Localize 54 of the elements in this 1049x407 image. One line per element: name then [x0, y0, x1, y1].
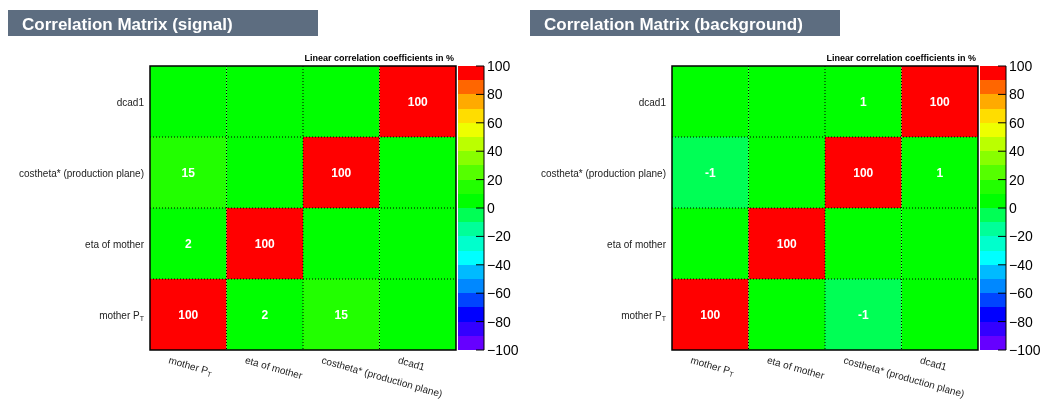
color-bar-label: −60 — [487, 285, 511, 302]
color-bar-label: −40 — [487, 256, 511, 273]
color-bar-label: −40 — [1009, 256, 1033, 273]
color-bar-label: 0 — [1009, 200, 1017, 216]
color-bar-label: 100 — [1009, 58, 1033, 74]
color-bar-label: 40 — [1009, 143, 1025, 160]
data-label: 1 — [936, 165, 944, 180]
y-tick-label: dcad1 — [638, 96, 667, 108]
data-label: 15 — [334, 307, 349, 322]
color-bar-label: 80 — [487, 86, 503, 103]
color-bar-label: 60 — [1009, 114, 1025, 131]
y-tick-label: eta of mother — [85, 238, 145, 250]
y-tick-label: mother P$_{T}$ — [621, 309, 667, 322]
y-tick-label: costheta* (production plane) — [540, 167, 666, 179]
color-bar-label: −100 — [487, 342, 519, 358]
x-tick-label: eta of mother — [243, 354, 305, 382]
chart-title: Correlation Matrix (signal) — [22, 15, 233, 34]
color-bar-label: 40 — [487, 143, 503, 160]
y-tick-label: eta of mother — [607, 238, 667, 250]
y-tick-label: mother P$_{T}$ — [99, 309, 145, 322]
chart-subtitle: Linear correlation coefficients in % — [304, 53, 454, 63]
x-tick-label: eta of mother — [765, 354, 827, 382]
color-bar-label: −20 — [1009, 228, 1033, 245]
y-tick-label: dcad1 — [116, 96, 145, 108]
data-label: 100 — [700, 307, 721, 322]
color-bar-label: 60 — [487, 114, 503, 131]
data-label: 2 — [261, 307, 269, 322]
chart-subtitle: Linear correlation coefficients in % — [826, 53, 976, 63]
color-bar-label: 0 — [487, 200, 495, 216]
data-label: 15 — [181, 165, 196, 180]
color-bar-label: −80 — [487, 313, 511, 330]
color-bar-label: 80 — [1009, 86, 1025, 103]
color-bar-label: −20 — [487, 228, 511, 245]
data-label: 100 — [407, 94, 429, 109]
color-bar-label: 20 — [1009, 171, 1025, 188]
data-label: 1 — [859, 94, 867, 109]
data-label: 100 — [331, 165, 352, 180]
color-bar-label: 20 — [487, 171, 503, 188]
chart-title: Correlation Matrix (background) — [544, 15, 803, 34]
color-bar-label: −80 — [1009, 313, 1033, 330]
color-bar-label: −100 — [1009, 342, 1041, 358]
x-tick-label: dcad1 — [918, 354, 949, 373]
data-label: -1 — [704, 165, 716, 180]
data-label: 100 — [254, 236, 276, 251]
data-label: 100 — [178, 307, 199, 322]
color-bar-label: −60 — [1009, 285, 1033, 302]
color-bar-label: 100 — [487, 58, 511, 74]
data-label: 2 — [184, 236, 192, 251]
data-label: 100 — [776, 236, 798, 251]
x-tick-label: dcad1 — [396, 354, 427, 373]
data-label: 100 — [853, 165, 874, 180]
data-label: -1 — [857, 307, 869, 322]
y-tick-label: costheta* (production plane) — [18, 167, 144, 179]
data-label: 100 — [929, 94, 951, 109]
